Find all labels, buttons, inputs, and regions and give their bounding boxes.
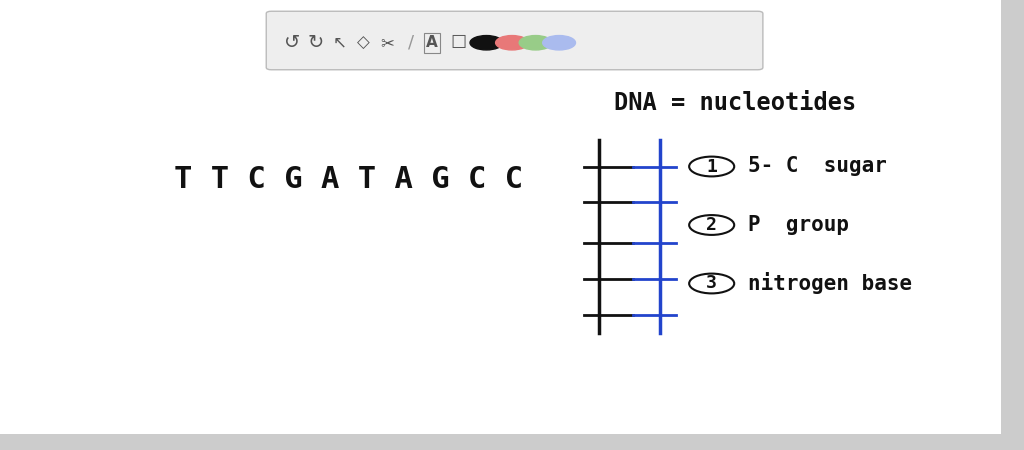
Text: nitrogen base: nitrogen base (748, 273, 911, 294)
Circle shape (470, 36, 503, 50)
Text: /: / (408, 34, 414, 52)
Text: 5- C  sugar: 5- C sugar (748, 157, 887, 176)
Circle shape (689, 274, 734, 293)
Text: ☐: ☐ (451, 34, 467, 52)
Bar (0, 434, 1024, 450)
Text: ↻: ↻ (307, 33, 324, 52)
Text: 3: 3 (707, 274, 717, 292)
Text: DNA = nucleotides: DNA = nucleotides (614, 91, 857, 116)
Text: ◇: ◇ (357, 34, 370, 52)
Text: P  group: P group (748, 215, 849, 235)
Text: T T C G A T A G C C: T T C G A T A G C C (174, 166, 523, 194)
Circle shape (543, 36, 575, 50)
Text: ✂: ✂ (380, 34, 394, 52)
Text: 1: 1 (707, 158, 717, 176)
Text: ↖: ↖ (333, 34, 347, 52)
Bar (1001, 0, 1024, 434)
Circle shape (689, 215, 734, 235)
Text: ↺: ↺ (284, 33, 300, 52)
Text: 2: 2 (707, 216, 717, 234)
Circle shape (519, 36, 552, 50)
Circle shape (496, 36, 528, 50)
Text: A: A (426, 35, 438, 50)
FancyBboxPatch shape (266, 11, 763, 70)
Circle shape (689, 157, 734, 176)
